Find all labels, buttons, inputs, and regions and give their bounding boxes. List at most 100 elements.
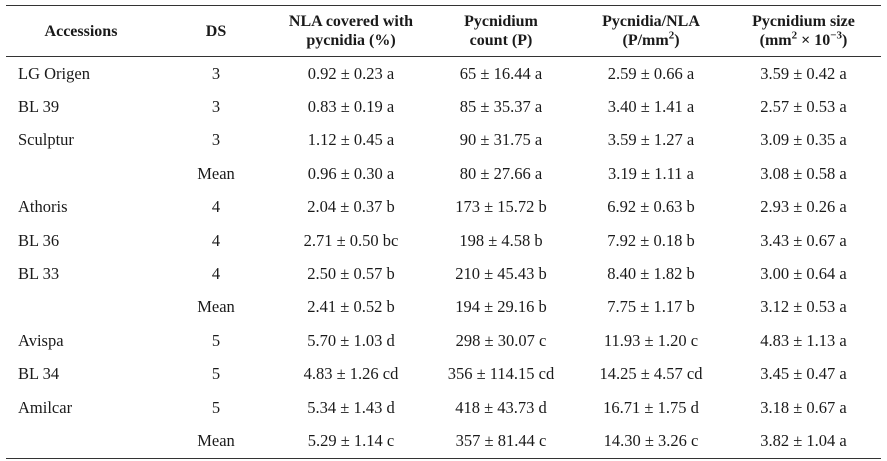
cell-accession	[6, 424, 156, 458]
header-size-line2: (mm	[759, 32, 792, 49]
table-body: LG Origen 3 0.92 ± 0.23 a 65 ± 16.44 a 2…	[6, 57, 881, 459]
cell-ratio: 14.30 ± 3.26 c	[603, 430, 699, 450]
table-row: BL 33 4 2.50 ± 0.57 b 210 ± 45.43 b 8.40…	[6, 257, 881, 290]
table-row: Sculptur 3 1.12 ± 0.45 a 90 ± 31.75 a 3.…	[6, 124, 881, 157]
cell-size: 3.00 ± 0.64 a	[760, 264, 847, 284]
cell-accession	[6, 157, 156, 190]
cell-count: 210 ± 45.43 b	[455, 264, 547, 284]
cell-size: 3.18 ± 0.67 a	[760, 397, 847, 417]
cell-accession: Athoris	[18, 197, 68, 217]
cell-ds: 3	[211, 63, 221, 83]
cell-count: 194 ± 29.16 b	[455, 297, 547, 317]
header-size: Pycnidium size (mm2 × 10−3)	[726, 6, 881, 57]
header-row: Accessions DS NLA covered with pycnidia …	[6, 5, 881, 57]
cell-count: 357 ± 81.44 c	[455, 430, 547, 450]
header-ratio-line1: Pycnidia/NLA	[602, 13, 700, 30]
cell-ds: 4	[211, 230, 221, 250]
cell-ratio: 3.19 ± 1.11 a	[608, 163, 694, 183]
cell-size: 3.08 ± 0.58 a	[760, 163, 847, 183]
cell-ratio: 7.92 ± 0.18 b	[607, 230, 695, 250]
cell-size: 3.45 ± 0.47 a	[760, 364, 847, 384]
cell-ratio: 3.59 ± 1.27 a	[607, 130, 695, 150]
cell-nla: 4.83 ± 1.26 cd	[303, 364, 399, 384]
header-nla-line2: pycnidia (%)	[306, 32, 396, 49]
cell-nla: 2.41 ± 0.52 b	[307, 297, 395, 317]
cell-size: 3.59 ± 0.42 a	[760, 63, 847, 83]
cell-ds: Mean	[197, 297, 235, 317]
cell-ds: 5	[211, 397, 221, 417]
cell-size: 3.82 ± 1.04 a	[760, 430, 847, 450]
cell-ds: 3	[211, 97, 221, 117]
header-ds: DS	[205, 22, 227, 40]
header-ratio-close: )	[674, 32, 680, 49]
table-row-mean: Mean 2.41 ± 0.52 b 194 ± 29.16 b 7.75 ± …	[6, 291, 881, 324]
cell-count: 85 ± 35.37 a	[459, 97, 543, 117]
cell-ds: 4	[211, 264, 221, 284]
cell-accession: BL 36	[18, 230, 60, 250]
cell-ds: 4	[211, 197, 221, 217]
cell-accession	[6, 291, 156, 324]
header-ratio-sup: 2	[668, 29, 675, 42]
cell-ds: 5	[211, 330, 221, 350]
header-ratio-line2: (P/mm	[622, 32, 669, 49]
cell-count: 90 ± 31.75 a	[459, 130, 543, 150]
cell-nla: 5.34 ± 1.43 d	[307, 397, 395, 417]
cell-count: 80 ± 27.66 a	[459, 163, 543, 183]
cell-accession: BL 39	[18, 97, 60, 117]
cell-count: 65 ± 16.44 a	[459, 63, 543, 83]
cell-nla: 2.71 ± 0.50 bc	[303, 230, 399, 250]
table-header: Accessions DS NLA covered with pycnidia …	[6, 5, 881, 57]
cell-size: 3.09 ± 0.35 a	[760, 130, 847, 150]
cell-nla: 1.12 ± 0.45 a	[307, 130, 395, 150]
cell-count: 298 ± 30.07 c	[455, 330, 547, 350]
header-size-line1: Pycnidium size	[752, 13, 855, 30]
cell-accession: Amilcar	[18, 397, 73, 417]
table-row-mean: Mean 0.96 ± 0.30 a 80 ± 27.66 a 3.19 ± 1…	[6, 157, 881, 190]
table-row: BL 36 4 2.71 ± 0.50 bc 198 ± 4.58 b 7.92…	[6, 224, 881, 257]
cell-ratio: 11.93 ± 1.20 c	[603, 330, 699, 350]
cell-nla: 0.83 ± 0.19 a	[307, 97, 395, 117]
header-size-sup1: 2	[791, 29, 798, 42]
header-accessions: Accessions	[44, 22, 118, 40]
header-ratio: Pycnidia/NLA (P/mm2)	[576, 6, 726, 57]
cell-count: 356 ± 114.15 cd	[447, 364, 555, 384]
cell-ratio: 7.75 ± 1.17 b	[607, 297, 695, 317]
cell-accession: BL 34	[18, 364, 60, 384]
cell-size: 3.43 ± 0.67 a	[760, 230, 847, 250]
cell-ds: Mean	[197, 163, 235, 183]
table-row: BL 34 5 4.83 ± 1.26 cd 356 ± 114.15 cd 1…	[6, 358, 881, 391]
cell-size: 3.12 ± 0.53 a	[760, 297, 847, 317]
header-count-line2: count (P)	[469, 32, 533, 49]
cell-size: 4.83 ± 1.13 a	[760, 330, 847, 350]
header-nla-line1: NLA covered with	[288, 13, 414, 30]
cell-accession: Avispa	[18, 330, 64, 350]
header-nla: NLA covered with pycnidia (%)	[276, 6, 426, 57]
table-row: Amilcar 5 5.34 ± 1.43 d 418 ± 43.73 d 16…	[6, 391, 881, 424]
cell-ratio: 3.40 ± 1.41 a	[607, 97, 695, 117]
header-size-close: )	[842, 32, 848, 49]
table-row: LG Origen 3 0.92 ± 0.23 a 65 ± 16.44 a 2…	[6, 57, 881, 91]
cell-ratio: 6.92 ± 0.63 b	[607, 197, 695, 217]
cell-nla: 0.92 ± 0.23 a	[307, 63, 395, 83]
cell-nla: 5.29 ± 1.14 c	[307, 430, 395, 450]
table-row: BL 39 3 0.83 ± 0.19 a 85 ± 35.37 a 3.40 …	[6, 90, 881, 123]
cell-ratio: 16.71 ± 1.75 d	[603, 397, 699, 417]
table-row: Athoris 4 2.04 ± 0.37 b 173 ± 15.72 b 6.…	[6, 191, 881, 224]
table-row: Avispa 5 5.70 ± 1.03 d 298 ± 30.07 c 11.…	[6, 324, 881, 357]
header-size-sup2: −3	[830, 29, 843, 42]
header-count: Pycnidium count (P)	[426, 6, 576, 57]
header-count-line1: Pycnidium	[464, 13, 538, 30]
cell-accession: Sculptur	[18, 130, 74, 150]
cell-count: 418 ± 43.73 d	[455, 397, 547, 417]
cell-nla: 0.96 ± 0.30 a	[307, 163, 395, 183]
cell-accession: LG Origen	[18, 63, 90, 83]
cell-nla: 2.50 ± 0.57 b	[307, 264, 395, 284]
cell-ratio: 2.59 ± 0.66 a	[607, 63, 695, 83]
cell-ds: 3	[211, 130, 221, 150]
cell-count: 173 ± 15.72 b	[455, 197, 547, 217]
cell-accession: BL 33	[18, 264, 60, 284]
cell-ratio: 8.40 ± 1.82 b	[607, 264, 695, 284]
cell-size: 2.57 ± 0.53 a	[760, 97, 847, 117]
cell-ds: 5	[211, 364, 221, 384]
